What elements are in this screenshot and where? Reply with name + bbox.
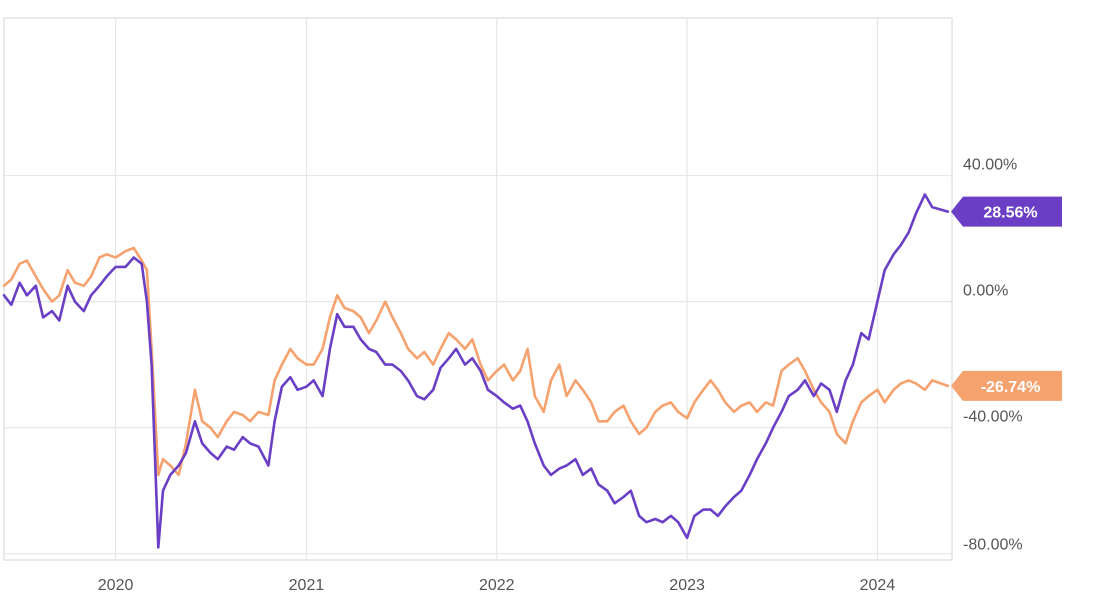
x-tick-label: 2023 [669, 577, 705, 594]
x-tick-label: 2021 [289, 577, 325, 594]
series-line-0 [2, 193, 950, 549]
y-tick-label: 0.00% [963, 283, 1008, 300]
end-value-tag-shape [951, 196, 1062, 227]
end-value-tag-0: 28.56% [951, 196, 1062, 227]
plot-frame [3, 17, 953, 561]
x-tick-label: 2022 [479, 577, 515, 594]
x-tick-label: 2020 [98, 577, 134, 594]
y-tick-label: 40.00% [963, 157, 1017, 174]
end-value-tag-1: -26.74% [951, 370, 1062, 401]
x-tick-label: 2024 [860, 577, 896, 594]
end-value-label: -26.74% [981, 379, 1041, 396]
y-tick-label: -80.00% [963, 537, 1023, 554]
end-value-label: 28.56% [983, 205, 1037, 222]
y-tick-label: -40.00% [963, 409, 1023, 426]
series-line-1 [2, 246, 950, 477]
end-value-tag-shape [951, 370, 1062, 401]
